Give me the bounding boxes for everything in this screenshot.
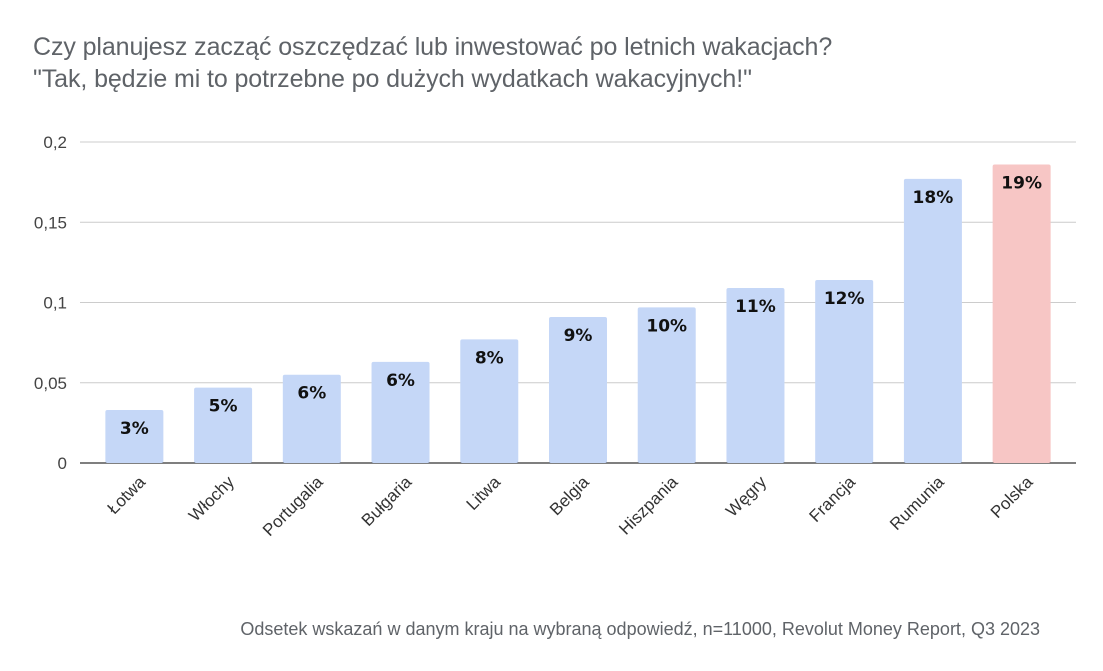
x-tick-label: Portugalia [259, 472, 327, 540]
data-label: 12% [824, 289, 865, 309]
x-tick-label: Belgia [546, 472, 593, 519]
data-label: 11% [735, 297, 776, 317]
bar [726, 288, 785, 463]
data-label: 10% [646, 316, 687, 336]
bar [992, 164, 1051, 463]
data-label: 5% [209, 397, 238, 417]
data-label: 9% [564, 326, 593, 346]
data-label: 6% [297, 384, 326, 404]
chart-subtitle: "Tak, będzie mi to potrzebne po dużych w… [33, 65, 752, 93]
labels: 0 0,05 0,1 0,15 0,2 3% Łotwa 5% Włochy 6% Portugal… [34, 133, 1042, 540]
x-tick-label: Hiszpania [615, 472, 682, 539]
y-tick-label: 0,2 [43, 133, 67, 152]
bar [815, 280, 874, 463]
bar [105, 410, 164, 463]
x-tick-label: Bułgaria [358, 472, 416, 530]
data-label: 19% [1001, 173, 1042, 193]
x-tick-label: Francja [805, 472, 859, 526]
x-tick-label: Rumunia [886, 472, 948, 534]
bars [105, 164, 1051, 464]
bar [460, 339, 519, 463]
y-tick-label: 0,05 [34, 374, 67, 393]
x-tick-label: Węgry [722, 472, 771, 521]
data-label: 8% [475, 348, 504, 368]
bar [371, 361, 430, 463]
y-tick-label: 0,15 [34, 213, 67, 232]
x-tick-label: Polska [987, 472, 1037, 522]
x-tick-label: Łotwa [104, 472, 150, 518]
chart-footnote: Odsetek wskazań w danym kraju na wybraną… [240, 619, 1040, 639]
data-label: 6% [386, 371, 415, 391]
bar [549, 316, 607, 463]
bar [282, 374, 341, 463]
x-tick-label: Litwa [463, 472, 505, 514]
bar [637, 307, 696, 463]
bar [194, 387, 253, 463]
bar-chart: 0 0,05 0,1 0,15 0,2 3% Łotwa 5% Włochy 6% Portugal… [34, 133, 1076, 540]
data-label: 3% [120, 419, 149, 439]
data-label: 18% [913, 188, 954, 208]
chart-title: Czy planujesz zacząć oszczędzać lub inwe… [33, 33, 833, 61]
y-tick-label: 0,1 [43, 294, 67, 313]
bar [903, 178, 962, 464]
y-tick-label: 0 [58, 454, 67, 473]
x-tick-label: Włochy [185, 472, 238, 525]
